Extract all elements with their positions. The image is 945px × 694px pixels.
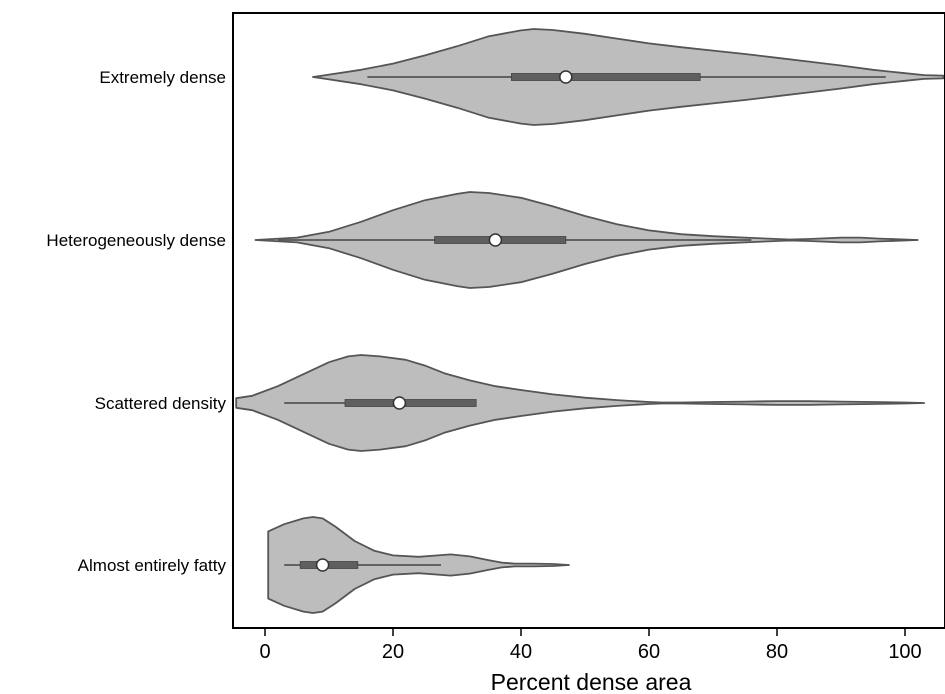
violin-0 bbox=[312, 28, 945, 126]
x-axis-title: Percent dense area bbox=[491, 669, 692, 694]
median-marker bbox=[315, 558, 330, 572]
violin-1 bbox=[254, 191, 919, 289]
x-tick-label: 20 bbox=[382, 641, 404, 663]
x-tick-label: 40 bbox=[510, 641, 532, 663]
plot-frame bbox=[232, 12, 945, 629]
median-marker bbox=[488, 233, 503, 247]
violin-body bbox=[235, 354, 926, 452]
violins-layer bbox=[235, 28, 945, 614]
category-label: Scattered density bbox=[95, 394, 227, 413]
x-tick-label: 80 bbox=[766, 641, 788, 663]
iqr-box bbox=[510, 73, 701, 81]
category-labels: Extremely dense Heterogeneously dense Scat… bbox=[46, 68, 226, 575]
violin-3 bbox=[267, 516, 570, 614]
iqr-box bbox=[344, 399, 477, 407]
x-tick-label: 0 bbox=[259, 641, 270, 663]
violin-2 bbox=[235, 354, 926, 452]
median-marker bbox=[392, 396, 407, 410]
category-label: Extremely dense bbox=[99, 68, 226, 87]
x-tick-label: 60 bbox=[638, 641, 660, 663]
category-label: Almost entirely fatty bbox=[78, 556, 227, 575]
category-label: Heterogeneously dense bbox=[46, 231, 226, 250]
median-marker bbox=[559, 70, 573, 84]
x-tick-label: 100 bbox=[888, 641, 921, 663]
x-axis-ticks: 0 20 40 60 80 100 bbox=[259, 628, 922, 663]
